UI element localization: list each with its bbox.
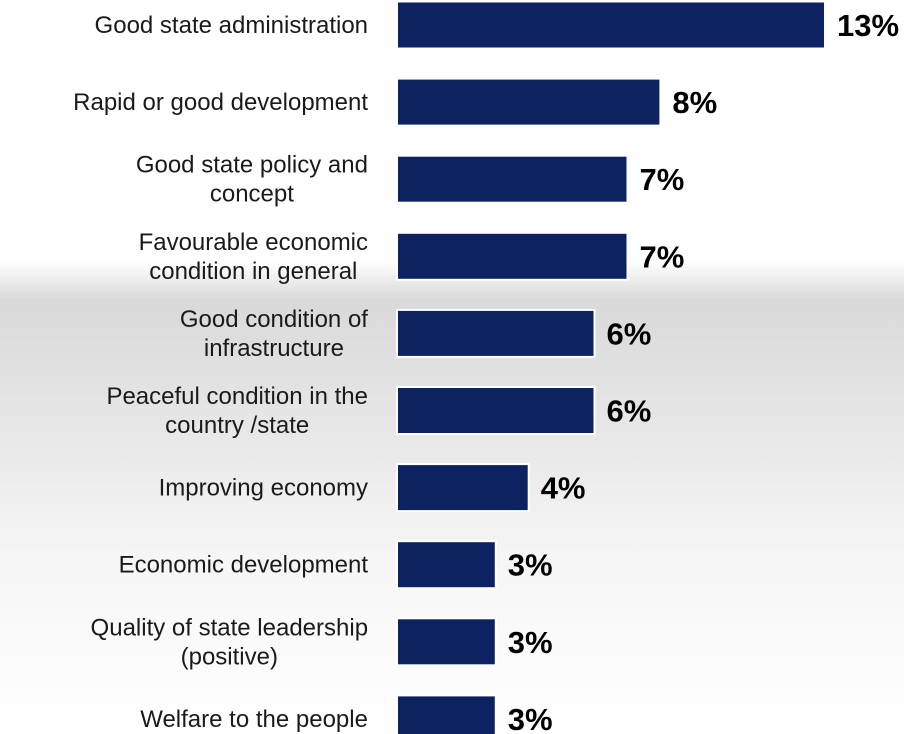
category-label-line: infrastructure	[204, 335, 344, 362]
value-label: 6%	[607, 394, 652, 429]
bar	[396, 308, 596, 358]
value-label: 3%	[508, 548, 553, 583]
category-label-line: Good state administration	[95, 12, 368, 39]
bar	[396, 231, 629, 281]
category-label-line: Good condition of	[180, 306, 368, 333]
category-label-line: (positive)	[181, 643, 278, 670]
category-label-line: Welfare to the people	[140, 706, 368, 733]
category-label: Favourable economic condition in general	[139, 229, 368, 285]
category-label-line: condition in general	[149, 258, 357, 285]
bar	[396, 154, 629, 204]
category-label: Good condition of infrastructure	[180, 306, 368, 362]
category-label: Rapid or good development	[73, 89, 368, 116]
category-label: Good state administration	[95, 12, 368, 39]
category-label-line: country /state	[165, 412, 309, 439]
value-label: 7%	[640, 162, 685, 197]
bar	[396, 617, 497, 667]
bar	[396, 540, 497, 590]
value-label: 7%	[640, 239, 685, 274]
value-label: 3%	[508, 625, 553, 660]
category-label-line: Favourable economic	[139, 229, 368, 256]
bar	[396, 77, 662, 127]
category-label-line: Quality of state leadership	[91, 614, 369, 641]
category-label-line: Peaceful condition in the	[106, 383, 368, 410]
value-label: 4%	[541, 471, 586, 506]
bar	[396, 694, 497, 734]
category-label: Peaceful condition in the country /state	[106, 383, 368, 439]
value-label: 3%	[508, 702, 553, 734]
category-label-line: Improving economy	[159, 475, 368, 502]
category-label: Quality of state leadership (positive)	[91, 614, 369, 670]
value-label: 13%	[837, 8, 899, 43]
bar	[396, 386, 596, 435]
category-label: Good state policy and concept	[136, 152, 368, 208]
category-label: Improving economy	[159, 475, 368, 502]
bar	[396, 0, 826, 50]
category-label-line: Good state policy and	[136, 152, 368, 179]
bar	[396, 463, 530, 513]
value-label: 8%	[672, 85, 717, 120]
category-label-line: Rapid or good development	[73, 89, 368, 116]
category-label-line: concept	[210, 181, 294, 208]
category-label: Welfare to the people	[140, 706, 368, 733]
category-label: Economic development	[119, 552, 369, 579]
category-label-line: Economic development	[119, 552, 369, 579]
value-label: 6%	[607, 316, 652, 351]
